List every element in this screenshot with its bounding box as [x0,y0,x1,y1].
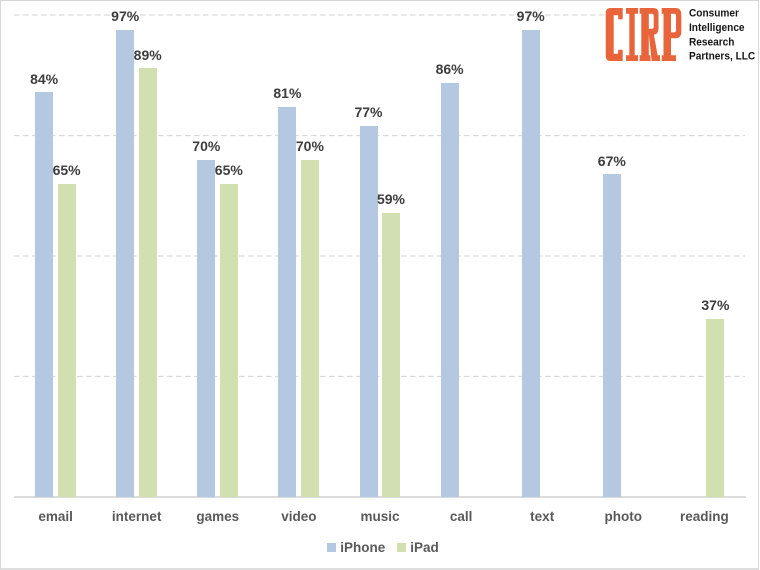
svg-text:Consumer: Consumer [689,7,739,19]
svg-text:Partners, LLC: Partners, LLC [689,50,756,62]
svg-text:Research: Research [689,36,734,48]
svg-text:Intelligence: Intelligence [689,22,745,34]
